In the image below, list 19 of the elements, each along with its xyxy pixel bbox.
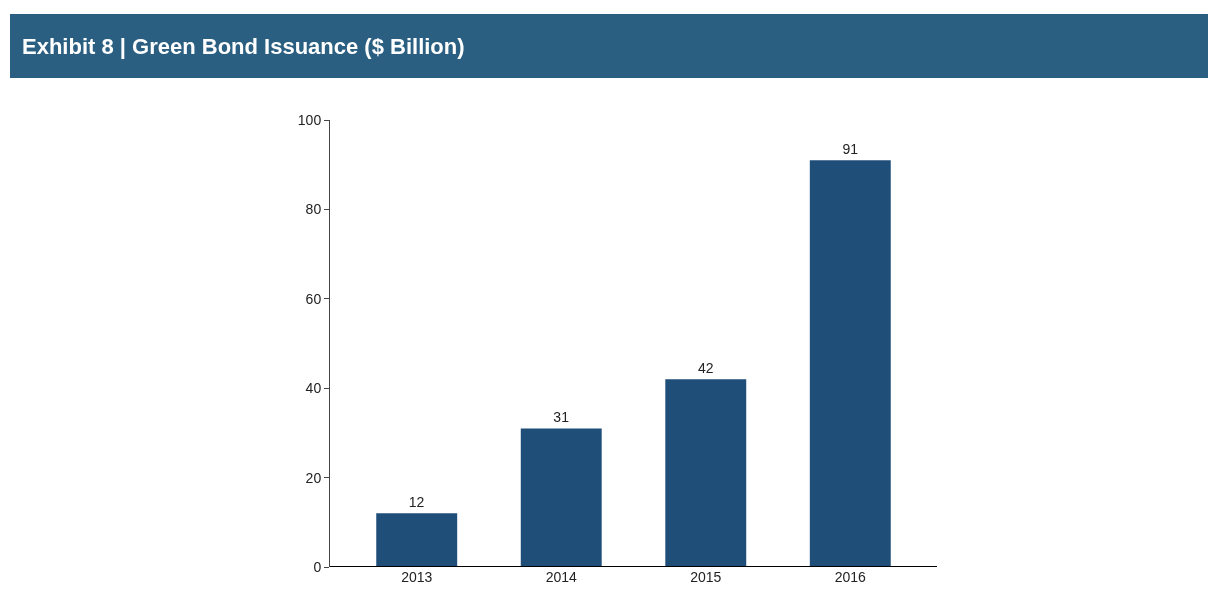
bar bbox=[809, 160, 891, 567]
x-tick-label: 2013 bbox=[401, 569, 433, 585]
y-tick-label: 60 bbox=[305, 290, 322, 307]
x-tick-label: 2016 bbox=[834, 569, 867, 585]
y-tick-label: 80 bbox=[305, 201, 322, 218]
data-label: 42 bbox=[697, 360, 714, 377]
bar bbox=[520, 428, 602, 567]
data-label: 31 bbox=[553, 409, 570, 426]
bar bbox=[376, 513, 458, 567]
y-tick-label: 100 bbox=[297, 111, 322, 128]
x-tick-label: 2014 bbox=[545, 569, 578, 585]
x-tick-label: 2015 bbox=[690, 569, 722, 585]
y-tick-label: 0 bbox=[313, 558, 322, 575]
data-label: 12 bbox=[408, 494, 425, 511]
data-label: 91 bbox=[842, 141, 859, 158]
y-tick-label: 40 bbox=[305, 380, 322, 397]
y-tick-label: 20 bbox=[305, 469, 322, 486]
bar bbox=[665, 379, 747, 567]
chart-title: Exhibit 8 | Green Bond Issuance ($ Billion) bbox=[22, 33, 465, 59]
